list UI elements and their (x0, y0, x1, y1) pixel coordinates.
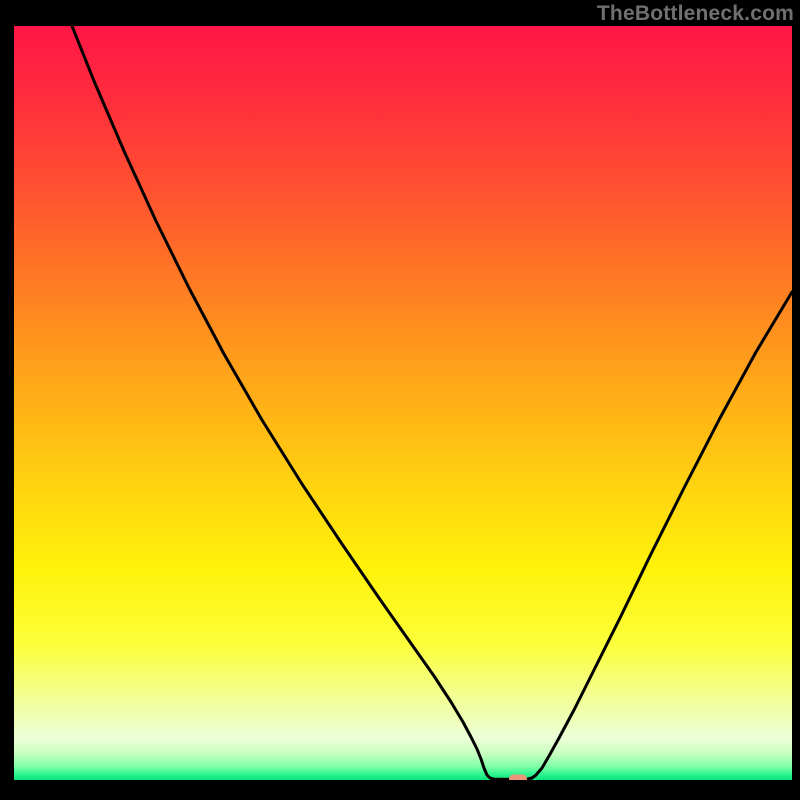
watermark-text: TheBottleneck.com (597, 2, 794, 26)
optimal-point-marker (509, 775, 527, 781)
bottleneck-curve (14, 26, 792, 780)
curve-path (72, 26, 792, 779)
plot-area (14, 26, 792, 780)
